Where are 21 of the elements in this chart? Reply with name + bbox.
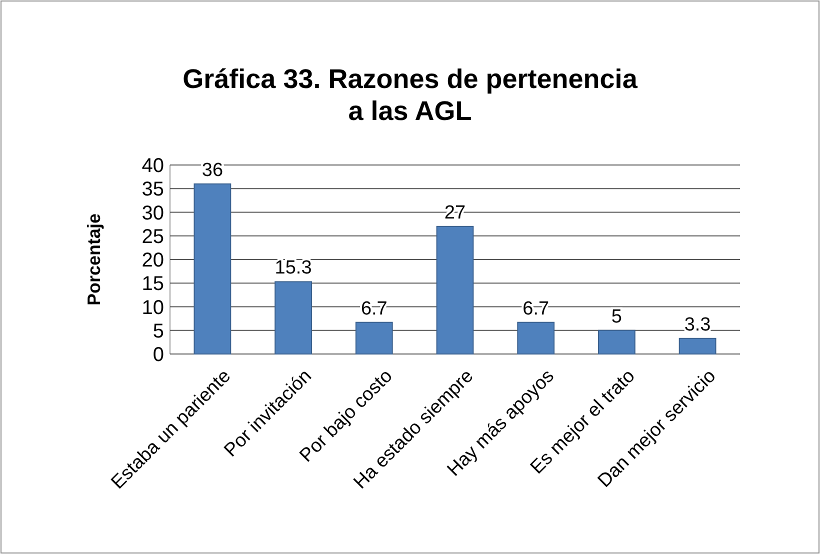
y-tick-label: 10	[142, 296, 164, 319]
y-axis-title: Porcentaje	[84, 213, 104, 306]
y-tick-label: 30	[142, 202, 164, 224]
bar	[355, 322, 393, 354]
bar	[678, 338, 716, 354]
y-tick-label: 40	[142, 155, 164, 177]
data-label: 15.3	[274, 258, 312, 279]
data-label: 36	[202, 160, 224, 181]
chart-title: Gráfica 33. Razones de pertenencia a las AGL	[182, 64, 638, 126]
y-tick-label: 35	[142, 178, 164, 201]
bar	[436, 226, 474, 354]
y-tick-label: 25	[142, 226, 164, 248]
y-tick-label: 20	[142, 250, 164, 272]
y-tick-label: 0	[152, 344, 164, 366]
y-tick-label: 15	[142, 273, 164, 296]
bar	[274, 281, 312, 354]
bar	[517, 322, 555, 354]
y-tick-label: 5	[152, 320, 164, 342]
bar	[194, 183, 232, 354]
data-label: 5	[611, 306, 622, 328]
bar	[598, 330, 636, 354]
